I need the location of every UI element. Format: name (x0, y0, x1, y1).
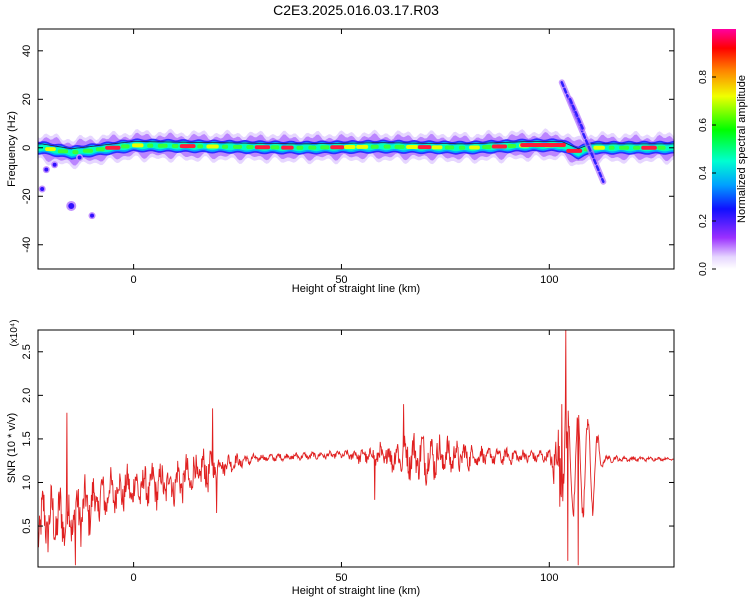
snr-y-tick-label: 2.5 (21, 344, 33, 359)
spectrogram-peak (657, 145, 666, 150)
spectrogram-plot-area (38, 29, 674, 269)
colorbar (712, 29, 736, 269)
snr-y-axis-label: SNR (10 * v/v) (6, 413, 18, 483)
colorbar-tick-label: 0.0 (698, 262, 709, 276)
snr-x-tick-label: 0 (131, 572, 137, 584)
spectrogram-spot (52, 162, 57, 167)
spectrogram-y-tick-label: -40 (21, 237, 33, 253)
spectrogram-peak (131, 143, 144, 148)
spectrogram-peak (308, 145, 317, 150)
spectrogram-peak (246, 145, 254, 150)
spectrogram-peak (320, 145, 330, 150)
snr-y-tick-label: 2.0 (21, 388, 33, 403)
spectrogram-x-tick-label: 0 (131, 274, 137, 286)
spectrogram-peak (45, 147, 56, 152)
spectrogram-peak (281, 145, 294, 150)
spectrogram-y-tick-label: 20 (21, 93, 33, 105)
spectrogram-spot (44, 167, 49, 172)
spectrogram-peak (619, 145, 630, 150)
spectrogram-peak (370, 144, 379, 149)
spectrogram-peak (507, 144, 517, 149)
spectrogram-y-tick-label: -20 (21, 188, 33, 204)
spectrogram-trace (38, 141, 674, 150)
snr-x-tick-label: 50 (335, 572, 347, 584)
colorbar-tick-label: 0.2 (698, 214, 709, 228)
spectrogram-y-tick-label: 40 (21, 45, 33, 57)
spectrogram-peak (95, 147, 105, 152)
snr-x-tick-label: 100 (540, 572, 558, 584)
colorbar-tick-label: 0.8 (698, 70, 709, 84)
snr-chart: 0 50 100 0.5 1.0 1.5 2.0 2.5 (x10⁴) SNR (10 * v… (6, 319, 675, 597)
spectrogram-peak (641, 145, 657, 150)
spectrogram-peak (296, 145, 304, 150)
snr-y-tick-label: 1.5 (21, 431, 33, 446)
spectrogram-y-axis-label: Frequency (Hz) (6, 111, 18, 187)
spectrogram-spot (90, 213, 95, 218)
spectrogram-peak (491, 144, 508, 149)
spectrogram-peak (171, 143, 179, 148)
spectrogram-peak (566, 148, 583, 153)
spectrogram-peak (356, 144, 369, 149)
spectrogram-frame (37, 28, 675, 270)
spectrogram-peak (394, 144, 405, 149)
spectrogram-chart: 0 50 100 -40 -20 0 20 40 Frequency (Hz) Height … (6, 28, 748, 295)
spectrogram-peak (232, 144, 243, 149)
spectrogram-peak (147, 143, 154, 148)
spectrogram-peak (482, 144, 492, 149)
snr-plot-area (38, 330, 674, 566)
spectrogram-peak (344, 145, 356, 150)
spectrogram-peak (270, 145, 280, 150)
spectrogram-peak (632, 145, 641, 150)
colorbar-label: Normalized spectral amplitude (736, 75, 748, 223)
spectrogram-streak-core (568, 98, 584, 130)
spectrogram-y-tick-label: 0 (21, 145, 33, 151)
chart-title: C2E3.2025.016.03.17.R03 (273, 2, 439, 18)
spectrogram-peak (82, 148, 93, 153)
snr-y-tick-label: 0.5 (21, 518, 33, 533)
snr-y-multiplier: (x10⁴) (9, 319, 20, 346)
spectrogram-peak (157, 143, 168, 148)
colorbar-tick-label: 0.6 (698, 118, 709, 132)
spectrogram-peak (458, 145, 466, 150)
spectrogram-x-tick-label: 50 (335, 274, 347, 286)
colorbar-tick-label: 0.4 (698, 166, 709, 180)
spectrogram-peak (179, 144, 196, 149)
spectrogram-peak (197, 144, 204, 149)
spectrogram-x-tick-label: 100 (540, 274, 558, 286)
snr-y-tick-label: 1.0 (21, 475, 33, 490)
spectrogram-peak (444, 145, 455, 150)
snr-x-axis-label: Height of straight line (km) (292, 585, 420, 597)
spectrogram-spot (40, 187, 45, 191)
spectrogram-peak (593, 145, 605, 150)
spectrogram-peak (206, 144, 219, 149)
spectrogram-spot (77, 155, 82, 160)
spectrogram-peak (57, 149, 69, 154)
spectrogram-peak (608, 145, 615, 150)
spectrogram-peak (105, 145, 121, 150)
spectrogram-peak (469, 145, 480, 150)
spectrogram-peak (254, 145, 271, 150)
spectrogram-x-axis-label: Height of straight line (km) (292, 283, 420, 295)
spectrogram-peak (406, 145, 419, 149)
spectrogram-peak (383, 144, 391, 149)
spectrogram-peak (120, 144, 130, 149)
spectrogram-peak (417, 145, 432, 150)
spectrogram-spot (68, 202, 75, 209)
snr-frame (37, 329, 675, 568)
spectrogram-peak (330, 145, 345, 150)
spectrogram-peak (431, 145, 443, 150)
spectrogram-peak-strong (520, 142, 566, 147)
spectrogram-peak (72, 150, 79, 155)
spectrogram-peak (221, 144, 229, 149)
snr-series-line (38, 330, 674, 566)
